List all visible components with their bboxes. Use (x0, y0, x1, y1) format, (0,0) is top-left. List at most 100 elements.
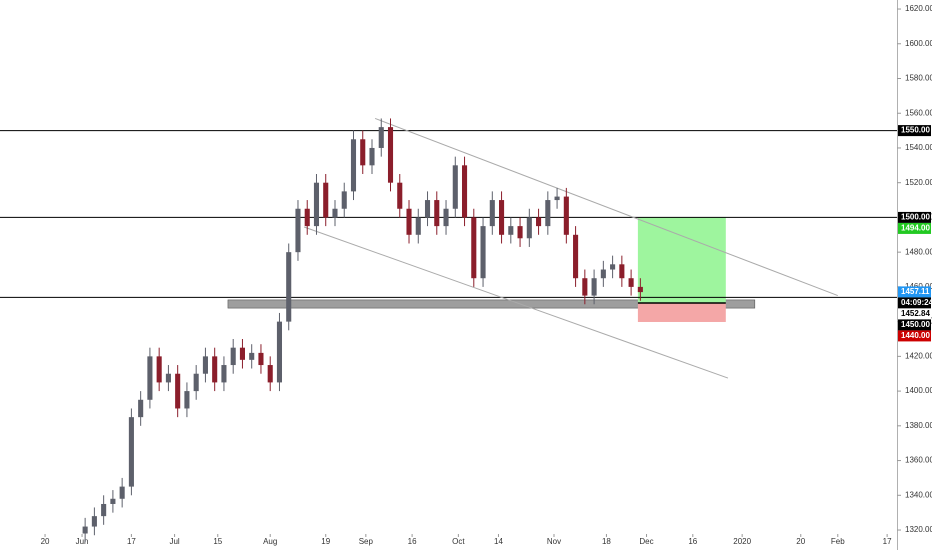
x-tick-label: 17 (127, 537, 136, 546)
candle-body (443, 208, 449, 227)
candle-body (221, 365, 227, 383)
candle-body (230, 347, 236, 366)
candle-body (175, 373, 181, 409)
candle-body (637, 286, 643, 293)
y-tick-label: 1600.00 (905, 39, 932, 48)
candle-body (582, 278, 588, 296)
countdown-label: 04:09:24 (901, 298, 932, 307)
price-label: 1500.00 (901, 213, 930, 222)
candle-body (128, 417, 134, 487)
x-tick-label: 16 (408, 537, 417, 546)
candle-body (276, 321, 283, 383)
candle-body (212, 356, 218, 383)
candle-body (156, 356, 162, 383)
price-label-box (898, 319, 931, 331)
candle-body (119, 486, 125, 499)
candle-body (471, 217, 477, 279)
x-tick-label: Feb (831, 537, 845, 546)
x-tick-label: 19 (321, 537, 330, 546)
candle-body (452, 165, 458, 209)
candle-body (286, 252, 292, 322)
candle-body (591, 278, 597, 296)
y-tick-label: 1340.00 (905, 490, 932, 499)
candle-body (165, 373, 171, 383)
profit-area (637, 217, 726, 304)
candle-body (202, 356, 208, 374)
price-label-box (898, 211, 931, 223)
y-tick-label: 1400.00 (905, 386, 932, 395)
y-tick-label: 1620.00 (905, 4, 932, 13)
loss-area (637, 303, 726, 322)
candle-body (184, 391, 190, 409)
candle-body (434, 200, 440, 227)
candle-body (147, 356, 153, 400)
candle-body (536, 217, 542, 227)
price-label-box (898, 222, 931, 234)
y-tick-label: 1380.00 (905, 421, 932, 430)
candle-body (545, 200, 551, 227)
support-zone (227, 299, 756, 309)
candle-body (424, 200, 431, 218)
candle-body (101, 503, 107, 517)
y-tick-label: 1480.00 (905, 247, 932, 256)
candle-body (387, 127, 394, 183)
candle-body (563, 196, 569, 235)
x-tick-label: 2020 (733, 537, 751, 546)
candle-body (323, 182, 329, 218)
price-label: 1457.11 (901, 287, 930, 296)
y-tick-label: 1420.00 (905, 351, 932, 360)
candle-body (499, 200, 505, 235)
price-label: 1440.00 (901, 331, 930, 340)
x-tick-label: 16 (688, 537, 697, 546)
candle-body (138, 399, 144, 418)
y-tick-label: 1580.00 (905, 74, 932, 83)
candle-body (461, 165, 468, 218)
price-label-box (898, 286, 931, 298)
price-label: 1450.00 (901, 320, 930, 329)
candle-body (480, 226, 486, 279)
x-tick-label: Jul (169, 537, 179, 546)
x-tick-label: Aug (263, 537, 277, 546)
price-label: 1452.84 (901, 309, 930, 318)
x-tick-label: Dec (639, 537, 653, 546)
candle-body (378, 127, 384, 148)
candle-body (239, 347, 245, 360)
x-tick-label: 17 (883, 537, 892, 546)
x-tick-label: 18 (602, 537, 611, 546)
candle-body (304, 208, 310, 227)
candle-body (249, 352, 255, 360)
candle-body (295, 208, 301, 253)
candle-body (258, 352, 264, 366)
price-label: 1550.00 (901, 126, 930, 135)
price-label-box (898, 330, 931, 342)
candle-body (619, 264, 625, 279)
candle-body (369, 147, 375, 166)
y-tick-label: 1360.00 (905, 456, 932, 465)
candle-body (526, 217, 532, 239)
candle-body (110, 498, 116, 504)
candle-body (350, 139, 357, 192)
price-label-box (898, 308, 931, 320)
candle-body (554, 196, 560, 201)
candle-body (610, 264, 616, 270)
x-tick-label: 14 (494, 537, 503, 546)
trend-line (374, 117, 838, 297)
x-tick-label: 15 (213, 537, 222, 546)
x-tick-label: 20 (41, 537, 50, 546)
candle-body (193, 373, 199, 392)
candle-body (91, 516, 97, 527)
candle-body (489, 200, 495, 227)
price-label-box (898, 125, 931, 137)
y-tick-label: 1560.00 (905, 108, 932, 117)
candle-body (360, 139, 366, 166)
x-tick-label: Nov (547, 537, 561, 546)
x-tick-label: Jun (76, 537, 89, 546)
candle-body (600, 269, 606, 279)
candle-body (341, 191, 347, 209)
price-label: 1494.00 (901, 224, 930, 233)
candle-body (267, 365, 273, 383)
x-tick-label: Sep (359, 537, 374, 546)
